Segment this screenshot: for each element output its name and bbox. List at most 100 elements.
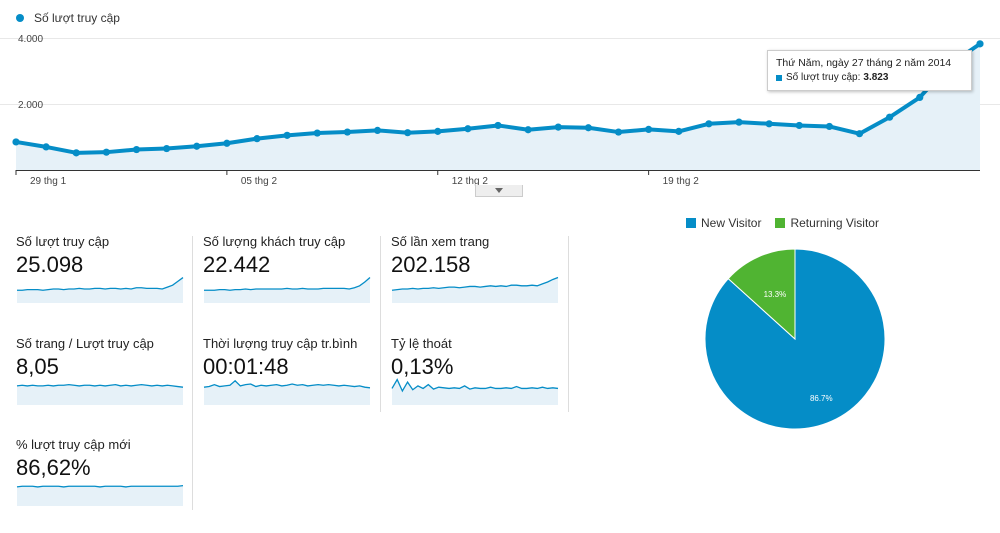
data-point[interactable] bbox=[193, 142, 201, 150]
data-point[interactable] bbox=[102, 148, 110, 156]
visits-line-chart[interactable]: 4.000 2.000 29 thg 1 05 thg 2 12 thg 2 19 thg… bbox=[0, 28, 1000, 188]
sparkline bbox=[203, 379, 371, 405]
pie-legend-label: Returning Visitor bbox=[790, 216, 879, 230]
x-tick-label: 19 thg 2 bbox=[663, 176, 700, 187]
metric-label: Số lượt truy cập bbox=[16, 234, 110, 249]
swatch-icon bbox=[775, 218, 786, 228]
sparkline bbox=[391, 378, 559, 405]
metric-pageviews[interactable]: Số lần xem trang 202.158 bbox=[391, 234, 561, 309]
data-point[interactable] bbox=[434, 127, 442, 135]
sparkline-line bbox=[203, 379, 371, 389]
data-point[interactable] bbox=[554, 123, 562, 131]
data-point[interactable] bbox=[675, 127, 683, 135]
sparkline-line bbox=[16, 484, 184, 488]
sparkline-line bbox=[16, 383, 184, 388]
data-point[interactable] bbox=[494, 121, 502, 130]
data-point[interactable] bbox=[916, 93, 924, 101]
sparkline bbox=[17, 277, 184, 303]
tooltip-label: Số lượt truy cập: bbox=[786, 72, 861, 83]
data-point[interactable] bbox=[524, 126, 532, 134]
metric-value: 00:01:48 bbox=[203, 354, 289, 379]
sparkline-area bbox=[17, 485, 183, 506]
data-point[interactable] bbox=[404, 129, 412, 137]
metric-label: Thời lượng truy cập tr.bình bbox=[203, 336, 358, 351]
chart-expand-handle[interactable] bbox=[475, 185, 523, 197]
data-point[interactable] bbox=[223, 139, 231, 147]
data-point[interactable] bbox=[886, 113, 894, 121]
sparkline-line bbox=[204, 277, 371, 291]
metric-users[interactable]: Số lượng khách truy cập 22.442 bbox=[203, 234, 373, 309]
data-point[interactable] bbox=[12, 138, 20, 146]
metric-pages-per-session[interactable]: Số trang / Lượt truy cập 8,05 bbox=[16, 336, 186, 411]
sparkline-line bbox=[17, 277, 184, 291]
data-point[interactable] bbox=[373, 126, 382, 134]
divider bbox=[380, 236, 381, 412]
data-point[interactable] bbox=[283, 131, 291, 139]
data-point[interactable] bbox=[163, 144, 171, 153]
data-point[interactable] bbox=[614, 128, 623, 136]
legend-label: Số lượt truy cập bbox=[34, 11, 120, 25]
data-point[interactable] bbox=[855, 130, 864, 138]
data-point[interactable] bbox=[825, 122, 833, 131]
pie-slice-label: 13.3% bbox=[764, 290, 787, 299]
series-dot-icon bbox=[16, 14, 24, 22]
visitor-type-pie-chart[interactable]: 86.7% 13.3% bbox=[700, 244, 890, 434]
metric-value: 25.098 bbox=[16, 252, 84, 277]
series-area bbox=[16, 43, 980, 170]
metric-avg-session-duration[interactable]: Thời lượng truy cập tr.bình 00:01:48 bbox=[203, 336, 373, 411]
chevron-down-icon bbox=[495, 188, 503, 193]
sparkline-area bbox=[17, 277, 183, 303]
sparkline-area bbox=[392, 379, 558, 405]
sparkline bbox=[391, 276, 559, 303]
metric-label: Số trang / Lượt truy cập bbox=[16, 336, 154, 351]
data-point[interactable] bbox=[72, 149, 80, 157]
chart-tooltip: Thứ Năm, ngày 27 tháng 2 năm 2014 Số lượ… bbox=[767, 50, 972, 91]
metric-value: 8,05 bbox=[16, 354, 59, 379]
tooltip-value: 3.823 bbox=[863, 72, 889, 83]
sparkline bbox=[16, 484, 184, 506]
data-point[interactable] bbox=[343, 128, 351, 136]
tooltip-title: Thứ Năm, ngày 27 tháng 2 năm 2014 bbox=[776, 57, 952, 69]
metric-label: Tỷ lệ thoát bbox=[391, 336, 452, 351]
tooltip-series-icon bbox=[776, 74, 782, 81]
metric-label: Số lượng khách truy cập bbox=[203, 234, 346, 249]
sparkline-area bbox=[392, 277, 558, 303]
sparkline-area bbox=[204, 380, 370, 405]
data-point[interactable] bbox=[132, 145, 141, 154]
pie-legend-item-new[interactable]: New Visitor bbox=[686, 216, 761, 230]
pie-legend: New Visitor Returning Visitor bbox=[686, 216, 893, 230]
sparkline bbox=[204, 277, 371, 303]
data-point[interactable] bbox=[705, 120, 713, 128]
divider bbox=[192, 236, 193, 510]
sparkline-line bbox=[391, 378, 559, 393]
data-point[interactable] bbox=[795, 121, 803, 130]
metric-value: 202.158 bbox=[391, 252, 471, 277]
metric-bounce-rate[interactable]: Tỷ lệ thoát 0,13% bbox=[391, 336, 561, 411]
data-point[interactable] bbox=[464, 125, 472, 133]
sparkline-area bbox=[17, 384, 183, 405]
swatch-icon bbox=[686, 218, 696, 228]
x-tick-label: 05 thg 2 bbox=[241, 176, 278, 187]
x-tick-label: 12 thg 2 bbox=[452, 176, 489, 187]
sparkline-line bbox=[391, 276, 559, 291]
metric-new-sessions[interactable]: % lượt truy cập mới 86,62% bbox=[16, 437, 186, 512]
data-point[interactable] bbox=[253, 135, 261, 143]
data-point[interactable] bbox=[765, 120, 773, 128]
data-point[interactable] bbox=[735, 118, 743, 126]
pie-slice[interactable] bbox=[727, 248, 796, 341]
sparkline-area bbox=[204, 277, 370, 303]
data-point[interactable] bbox=[976, 40, 984, 48]
metric-label: % lượt truy cập mới bbox=[16, 437, 131, 452]
chart-legend[interactable]: Số lượt truy cập bbox=[16, 11, 120, 25]
data-point[interactable] bbox=[42, 143, 50, 151]
data-point[interactable] bbox=[645, 125, 653, 134]
data-point[interactable] bbox=[313, 129, 321, 137]
sparkline bbox=[16, 383, 184, 405]
y-tick-label: 2.000 bbox=[18, 100, 43, 111]
metric-value: 0,13% bbox=[391, 354, 454, 379]
pie-legend-item-returning[interactable]: Returning Visitor bbox=[775, 216, 879, 230]
metric-label: Số lần xem trang bbox=[391, 234, 490, 249]
metric-value: 86,62% bbox=[16, 455, 91, 480]
metric-sessions[interactable]: Số lượt truy cập 25.098 bbox=[16, 234, 186, 309]
data-point[interactable] bbox=[584, 124, 592, 132]
